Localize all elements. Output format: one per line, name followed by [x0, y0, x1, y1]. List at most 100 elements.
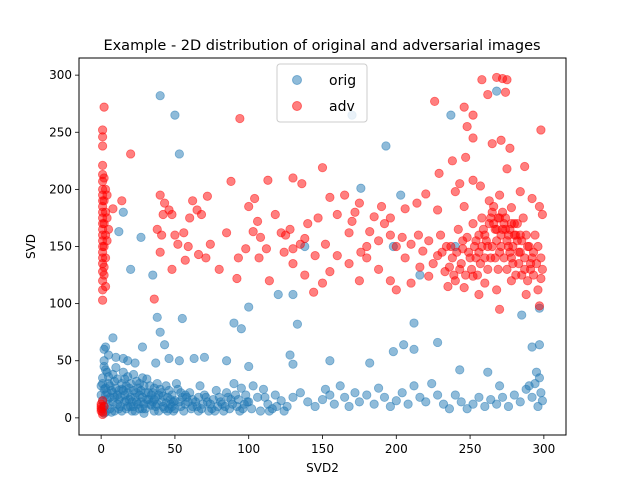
- data-point-adv: [515, 187, 525, 197]
- data-point-adv: [536, 273, 546, 284]
- data-point-orig: [148, 270, 158, 280]
- legend: orig adv: [276, 63, 368, 123]
- data-point-orig: [536, 388, 546, 398]
- data-point-adv: [155, 190, 165, 200]
- data-point-adv: [202, 191, 212, 201]
- data-point-adv: [317, 163, 328, 173]
- data-point-adv: [99, 173, 109, 183]
- data-point-orig: [273, 289, 283, 300]
- data-point-adv: [270, 209, 280, 220]
- data-point-adv: [406, 239, 416, 249]
- data-point-orig: [344, 401, 354, 412]
- data-point-orig: [427, 378, 437, 389]
- data-point-adv: [99, 262, 109, 272]
- data-point-adv: [440, 267, 450, 277]
- data-point-adv: [463, 247, 474, 257]
- data-point-orig: [247, 404, 257, 414]
- data-point-adv: [446, 241, 456, 252]
- y-tick-label: 250: [49, 125, 72, 139]
- data-point-adv: [449, 270, 459, 280]
- data-point-orig: [233, 394, 243, 405]
- data-point-orig: [534, 340, 545, 350]
- data-point-adv: [295, 239, 305, 249]
- data-point-adv: [317, 278, 328, 288]
- data-point-orig: [497, 392, 508, 402]
- data-point-adv: [362, 241, 372, 252]
- y-tick-label: 300: [49, 68, 72, 82]
- data-point-adv: [362, 253, 372, 263]
- data-point-orig: [409, 344, 419, 354]
- data-point-adv: [452, 247, 462, 257]
- data-point-adv: [492, 285, 502, 295]
- data-point-adv: [221, 228, 232, 238]
- data-point-adv: [434, 168, 444, 178]
- data-point-adv: [126, 149, 136, 159]
- data-point-adv: [514, 259, 524, 269]
- data-point-adv: [475, 181, 486, 191]
- x-tick-label: 100: [237, 442, 260, 456]
- data-point-adv: [505, 247, 515, 257]
- data-point-adv: [437, 247, 447, 257]
- data-point-adv: [385, 230, 395, 240]
- data-point-adv: [400, 204, 410, 214]
- data-point-orig: [409, 381, 419, 391]
- data-point-orig: [151, 358, 161, 368]
- data-point-adv: [103, 224, 114, 234]
- data-point-adv: [459, 102, 469, 112]
- data-point-orig: [196, 404, 207, 414]
- data-point-orig: [177, 313, 187, 324]
- data-point-orig: [494, 381, 505, 391]
- data-point-adv: [534, 201, 545, 212]
- data-point-orig: [456, 397, 466, 407]
- data-point-adv: [531, 259, 542, 269]
- y-tick-label: 150: [49, 240, 72, 254]
- data-point-adv: [459, 283, 469, 293]
- data-point-adv: [241, 244, 251, 254]
- data-point-adv: [365, 227, 375, 237]
- data-point-orig: [285, 350, 295, 360]
- data-point-adv: [490, 253, 500, 263]
- data-point-adv: [158, 209, 168, 220]
- data-point-orig: [433, 337, 443, 348]
- data-point-adv: [98, 295, 108, 305]
- data-point-orig: [317, 394, 328, 405]
- data-point-adv: [515, 230, 525, 240]
- data-point-orig: [388, 346, 398, 357]
- data-point-orig: [136, 232, 146, 242]
- data-point-adv: [497, 224, 508, 234]
- data-point-adv: [520, 253, 530, 263]
- data-point-adv: [205, 239, 215, 249]
- data-point-adv: [533, 285, 543, 295]
- data-point-adv: [297, 179, 307, 189]
- data-point-orig: [174, 356, 184, 366]
- data-point-adv: [487, 241, 497, 252]
- data-point-orig: [292, 319, 303, 329]
- data-point-orig: [244, 361, 254, 372]
- data-point-orig: [152, 312, 162, 322]
- data-point-adv: [502, 264, 512, 274]
- data-point-adv: [155, 247, 165, 257]
- data-point-orig: [450, 390, 460, 400]
- data-point-adv: [455, 179, 465, 189]
- series-orig: [96, 86, 547, 418]
- data-point-adv: [303, 219, 313, 229]
- data-point-adv: [527, 193, 537, 204]
- data-point-adv: [320, 239, 331, 249]
- data-point-adv: [466, 264, 477, 274]
- data-point-adv: [214, 264, 224, 274]
- data-point-orig: [446, 110, 456, 120]
- data-point-orig: [483, 367, 493, 377]
- data-point-orig: [229, 318, 239, 328]
- data-point-adv: [459, 201, 469, 212]
- data-point-orig: [325, 390, 335, 400]
- data-point-orig: [468, 399, 478, 409]
- data-point-adv: [98, 141, 108, 151]
- data-point-adv: [477, 241, 487, 252]
- data-point-orig: [329, 399, 339, 409]
- data-point-adv: [413, 230, 424, 240]
- data-point-adv: [201, 253, 211, 263]
- data-point-orig: [210, 406, 220, 416]
- data-point-orig: [403, 399, 413, 409]
- data-point-adv: [458, 236, 468, 246]
